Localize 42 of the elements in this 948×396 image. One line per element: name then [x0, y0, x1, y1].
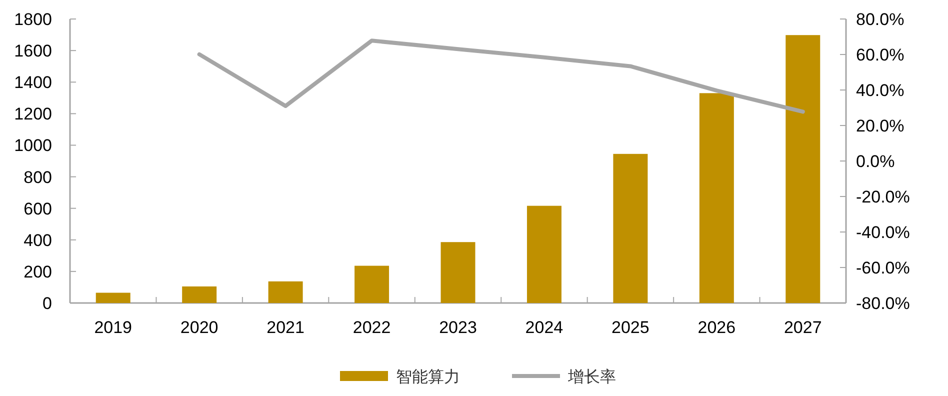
- y-tick-label: 400: [24, 230, 52, 250]
- bar: [440, 242, 476, 303]
- legend-label: 智能算力: [396, 368, 460, 386]
- x-tick-label: 2022: [352, 318, 391, 337]
- line-series: [197, 38, 805, 114]
- x-tick-label: 2024: [525, 318, 564, 337]
- x-tick-label: 2019: [94, 318, 132, 337]
- x-tick-label: 2020: [180, 318, 218, 337]
- bar: [182, 286, 217, 303]
- x-tick-label: 2027: [784, 318, 822, 337]
- legend-item: 增长率: [512, 369, 616, 386]
- y2-tick-label: 60.0%: [856, 46, 904, 64]
- y-tick-label: 800: [24, 168, 52, 187]
- x-tick-label: 2021: [266, 318, 304, 337]
- legend-item: 智能算力: [340, 369, 460, 386]
- bar: [268, 281, 303, 303]
- bar: [786, 35, 820, 303]
- y-tick-label: 1800: [14, 10, 52, 29]
- legend-label: 增长率: [567, 368, 616, 386]
- bar: [526, 206, 562, 303]
- y-tick-label: 200: [24, 262, 52, 282]
- x-tick-label: 2025: [612, 318, 650, 337]
- y-tick-label: 1400: [14, 73, 52, 92]
- bar: [699, 93, 734, 303]
- x-tick-label: 2026: [698, 318, 736, 337]
- y2-tick-label: -40.0%: [856, 223, 910, 242]
- y-tick-label: 600: [24, 199, 52, 218]
- bar: [96, 292, 130, 303]
- y2-tick-label: 20.0%: [856, 116, 904, 136]
- y-tick-label: 1000: [14, 136, 52, 156]
- y2-tick-label: 40.0%: [856, 81, 904, 100]
- y-tick-label: 1600: [14, 42, 52, 61]
- y2-tick-label: 0.0%: [856, 152, 895, 171]
- bar: [613, 154, 648, 303]
- y2-tick-label: -20.0%: [856, 188, 910, 206]
- y-tick-label: 1200: [14, 104, 52, 124]
- y-tick-label: 0: [42, 294, 52, 313]
- y2-tick-label: -80.0%: [856, 294, 910, 313]
- y2-tick-label: 80.0%: [856, 10, 904, 29]
- x-tick-label: 2023: [439, 318, 477, 337]
- y2-tick-label: -60.0%: [856, 258, 910, 278]
- bar: [354, 266, 390, 303]
